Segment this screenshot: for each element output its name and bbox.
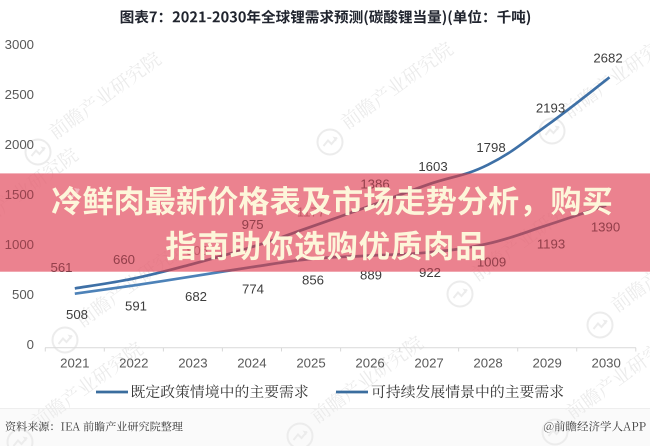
svg-text:1500: 1500 xyxy=(5,187,34,202)
svg-text:500: 500 xyxy=(12,287,34,302)
svg-text:2029: 2029 xyxy=(533,356,562,371)
svg-text:2193: 2193 xyxy=(536,100,565,115)
svg-text:2682: 2682 xyxy=(593,50,622,65)
svg-text:508: 508 xyxy=(66,307,88,322)
svg-text:682: 682 xyxy=(185,289,207,304)
svg-text:2030: 2030 xyxy=(592,356,621,371)
svg-text:1603: 1603 xyxy=(418,159,447,174)
svg-text:856: 856 xyxy=(302,272,324,287)
svg-text:2026: 2026 xyxy=(355,356,384,371)
svg-text:774: 774 xyxy=(242,281,264,296)
svg-text:2023: 2023 xyxy=(178,356,207,371)
svg-text:2027: 2027 xyxy=(414,356,443,371)
svg-text:975: 975 xyxy=(242,217,264,232)
svg-text:2022: 2022 xyxy=(119,356,148,371)
svg-text:2028: 2028 xyxy=(473,356,502,371)
svg-text:2021: 2021 xyxy=(60,356,89,371)
svg-text:1390: 1390 xyxy=(591,219,620,234)
svg-text:591: 591 xyxy=(125,298,147,313)
svg-text:2500: 2500 xyxy=(5,87,34,102)
svg-text:2000: 2000 xyxy=(5,137,34,152)
svg-text:561: 561 xyxy=(50,260,72,275)
svg-text:1798: 1798 xyxy=(476,140,505,155)
svg-text:1193: 1193 xyxy=(537,236,565,251)
svg-text:2024: 2024 xyxy=(237,356,266,371)
svg-text:922: 922 xyxy=(419,265,441,280)
svg-text:0: 0 xyxy=(27,337,34,352)
svg-text:2025: 2025 xyxy=(296,356,325,371)
svg-text:3000: 3000 xyxy=(5,37,34,52)
svg-text:1000: 1000 xyxy=(5,237,34,252)
svg-text:660: 660 xyxy=(113,252,135,267)
